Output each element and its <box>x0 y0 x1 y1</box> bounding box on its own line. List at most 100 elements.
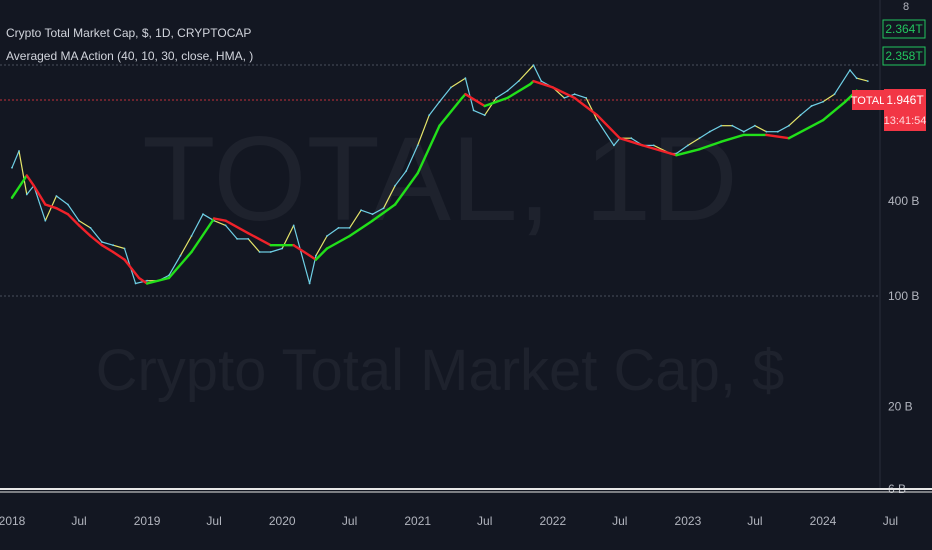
price-point <box>281 247 284 250</box>
price-segment <box>473 109 485 116</box>
ma-segment <box>483 96 509 108</box>
price-segment <box>596 119 615 146</box>
price-point <box>788 124 790 127</box>
ma-segment <box>464 92 486 108</box>
price-point <box>765 130 768 133</box>
ma-segment <box>66 212 81 227</box>
price-segment <box>518 64 534 82</box>
price-point <box>337 227 340 229</box>
price-point <box>101 241 103 243</box>
ma-segment <box>325 234 351 250</box>
x-tick-label: 2020 <box>269 514 296 528</box>
ma-segment <box>314 247 329 261</box>
watermark-name: Crypto Total Market Cap, $ <box>96 338 785 403</box>
price-point <box>428 114 431 117</box>
price-segment <box>856 77 868 82</box>
price-segment <box>315 235 328 256</box>
symbol-title[interactable]: Crypto Total Market Cap, $, 1D, CRYPTOCA… <box>6 26 252 40</box>
time-axis[interactable]: 2018 Jul 2019 Jul 2020 Jul 2021 Jul 2022 Jul 2023 J… <box>0 514 898 528</box>
price-point <box>134 282 137 285</box>
price-point <box>236 238 239 240</box>
ma-segment <box>111 250 126 261</box>
ma-segment <box>137 276 149 285</box>
price-segment <box>179 235 193 256</box>
price-point <box>596 119 599 122</box>
last-price-tag: 1.946T 13:41:54 <box>884 89 926 131</box>
price-segment <box>532 64 542 82</box>
price-segment <box>247 238 261 253</box>
indicator-title[interactable]: Averaged MA Action (40, 10, 30, close, H… <box>6 49 254 63</box>
ma-segment <box>292 243 318 261</box>
price-point <box>506 89 509 92</box>
ma-segment <box>438 96 464 127</box>
price-point <box>146 279 149 282</box>
price-point <box>517 80 520 82</box>
price-segment <box>56 195 69 205</box>
price-point <box>11 166 13 169</box>
price-segment <box>833 69 851 95</box>
price-segment <box>464 78 475 111</box>
price-segment <box>743 125 756 133</box>
ma-segment <box>100 243 115 254</box>
ma-segment <box>77 224 92 238</box>
symbol-tag-label: TOTAL <box>851 95 885 107</box>
price-point <box>483 114 486 117</box>
price-segment <box>676 144 689 154</box>
price-segment <box>33 185 46 221</box>
price-segment <box>225 225 238 240</box>
x-tick-label: 2022 <box>539 514 566 528</box>
ma-segment <box>167 250 193 280</box>
price-point <box>742 130 745 133</box>
price-segment <box>428 101 440 116</box>
price-point <box>25 193 28 196</box>
price-point <box>833 93 836 96</box>
price-point <box>563 97 566 99</box>
price-segment <box>112 244 125 250</box>
price-point <box>348 227 351 229</box>
price-point <box>472 109 475 112</box>
ma-segment <box>224 219 250 235</box>
price-point <box>416 144 419 147</box>
ma-segment <box>416 124 441 175</box>
ma-segment <box>89 234 104 247</box>
watermark-ticker: TOTAL, 1D <box>142 112 738 246</box>
ma-segment <box>393 171 419 206</box>
ma-segment <box>618 136 644 147</box>
ma-segment <box>55 206 70 216</box>
price-segment <box>372 207 384 215</box>
x-tick-label: Jul <box>747 514 762 528</box>
price-point <box>269 251 272 253</box>
ma-segment <box>641 144 672 155</box>
price-point <box>585 97 587 99</box>
price-point <box>18 150 20 152</box>
price-point <box>67 203 69 206</box>
ma-segment <box>675 148 701 157</box>
price-point <box>849 69 851 71</box>
price-point <box>495 97 498 99</box>
price-segment <box>699 131 711 139</box>
x-tick-label: 2019 <box>134 514 161 528</box>
price-point <box>112 244 114 247</box>
x-tick-label: Jul <box>612 514 627 528</box>
price-point <box>754 124 756 127</box>
price-segment <box>360 209 373 215</box>
price-point <box>308 282 311 285</box>
tag-second: 2.358T <box>882 46 926 66</box>
price-segment <box>101 241 114 246</box>
tag-top: 2.364T <box>882 19 926 39</box>
price-segment <box>213 220 226 226</box>
series-layer <box>10 64 869 285</box>
price-point <box>78 219 80 222</box>
price-segment <box>78 220 91 229</box>
price-segment <box>349 209 362 229</box>
ma-segment <box>821 100 847 122</box>
price-point <box>55 195 58 197</box>
price-segment <box>484 97 497 116</box>
price-segment <box>613 137 621 146</box>
x-tick-label: 2023 <box>675 514 702 528</box>
price-segment <box>754 125 767 133</box>
ma-segment <box>787 118 825 140</box>
ma-segment <box>32 184 47 206</box>
